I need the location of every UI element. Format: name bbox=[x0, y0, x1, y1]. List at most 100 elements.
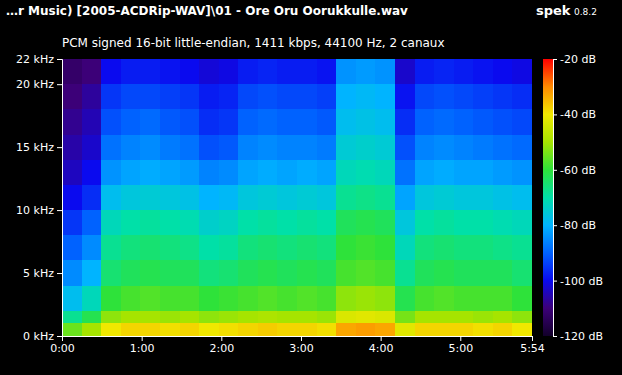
cell bbox=[356, 135, 376, 160]
cell bbox=[375, 84, 395, 109]
cell bbox=[238, 109, 258, 134]
y-axis-tick: 5 kHz bbox=[23, 267, 62, 280]
cell bbox=[336, 185, 356, 210]
cell bbox=[258, 323, 278, 336]
cell bbox=[238, 59, 258, 84]
cell bbox=[375, 210, 395, 235]
cell bbox=[493, 260, 513, 285]
cell bbox=[473, 160, 493, 185]
cell bbox=[62, 235, 82, 260]
background bbox=[0, 0, 622, 375]
x-axis-tick: 2:00 bbox=[209, 336, 234, 355]
cell bbox=[493, 135, 513, 160]
cell bbox=[140, 260, 160, 285]
cell bbox=[62, 260, 82, 285]
cell bbox=[258, 311, 278, 324]
cell bbox=[199, 286, 219, 311]
cell bbox=[140, 59, 160, 84]
cell bbox=[140, 286, 160, 311]
cell bbox=[219, 59, 239, 84]
cell bbox=[62, 84, 82, 109]
cell bbox=[199, 59, 219, 84]
color-axis-tick: -120 dB bbox=[553, 330, 603, 343]
cell bbox=[434, 109, 454, 134]
cell bbox=[277, 260, 297, 285]
cell bbox=[277, 84, 297, 109]
cell bbox=[297, 286, 317, 311]
x-axis-tick-mark bbox=[460, 336, 461, 341]
cell bbox=[277, 286, 297, 311]
cell bbox=[82, 286, 102, 311]
cell bbox=[160, 59, 180, 84]
cell bbox=[277, 160, 297, 185]
cell bbox=[375, 311, 395, 324]
cell bbox=[219, 286, 239, 311]
y-axis-tick-label: 20 kHz bbox=[16, 78, 54, 91]
cell bbox=[277, 185, 297, 210]
cell bbox=[317, 160, 337, 185]
y-axis-tick-mark bbox=[57, 147, 62, 148]
cell bbox=[101, 286, 121, 311]
cell bbox=[473, 109, 493, 134]
cell bbox=[121, 210, 141, 235]
cell bbox=[297, 160, 317, 185]
cell bbox=[395, 260, 415, 285]
cell bbox=[512, 160, 532, 185]
cell bbox=[140, 160, 160, 185]
cell bbox=[219, 235, 239, 260]
cell bbox=[375, 286, 395, 311]
cell bbox=[434, 84, 454, 109]
cell bbox=[219, 311, 239, 324]
cell bbox=[121, 286, 141, 311]
cell bbox=[356, 311, 376, 324]
color-axis-tick-mark bbox=[553, 170, 557, 171]
y-axis-tick: 0 kHz bbox=[23, 330, 62, 343]
cell bbox=[415, 260, 435, 285]
cell bbox=[473, 286, 493, 311]
cell bbox=[258, 286, 278, 311]
cell bbox=[297, 59, 317, 84]
cell bbox=[356, 210, 376, 235]
cell bbox=[121, 323, 141, 336]
cell bbox=[297, 84, 317, 109]
cell bbox=[336, 59, 356, 84]
cell bbox=[434, 135, 454, 160]
cell bbox=[121, 185, 141, 210]
cell bbox=[493, 286, 513, 311]
color-axis-tick-label: -40 dB bbox=[560, 108, 596, 121]
cell bbox=[473, 135, 493, 160]
cell bbox=[512, 135, 532, 160]
cell bbox=[140, 210, 160, 235]
cell bbox=[238, 160, 258, 185]
cell bbox=[62, 59, 82, 84]
cell bbox=[454, 59, 474, 84]
cell bbox=[512, 210, 532, 235]
cell bbox=[356, 59, 376, 84]
cell bbox=[473, 210, 493, 235]
cell bbox=[473, 323, 493, 336]
cell bbox=[258, 185, 278, 210]
y-axis-tick-label: 10 kHz bbox=[16, 204, 54, 217]
cell bbox=[180, 84, 200, 109]
cell bbox=[238, 311, 258, 324]
cell bbox=[336, 84, 356, 109]
cell bbox=[395, 311, 415, 324]
cell bbox=[454, 135, 474, 160]
cell bbox=[258, 59, 278, 84]
cell bbox=[395, 210, 415, 235]
cell bbox=[238, 84, 258, 109]
cell bbox=[317, 185, 337, 210]
cell bbox=[356, 286, 376, 311]
cell bbox=[395, 135, 415, 160]
cell bbox=[277, 109, 297, 134]
cell bbox=[415, 210, 435, 235]
y-axis-tick-mark bbox=[57, 84, 62, 85]
cell bbox=[375, 135, 395, 160]
color-axis-line bbox=[554, 60, 558, 337]
x-axis-tick: 5:00 bbox=[448, 336, 473, 355]
color-axis-tick-label: -80 dB bbox=[560, 219, 596, 232]
cell bbox=[317, 84, 337, 109]
x-axis: 0:001:002:003:004:005:005:54 bbox=[50, 336, 545, 355]
cell bbox=[199, 323, 219, 336]
cell bbox=[180, 260, 200, 285]
